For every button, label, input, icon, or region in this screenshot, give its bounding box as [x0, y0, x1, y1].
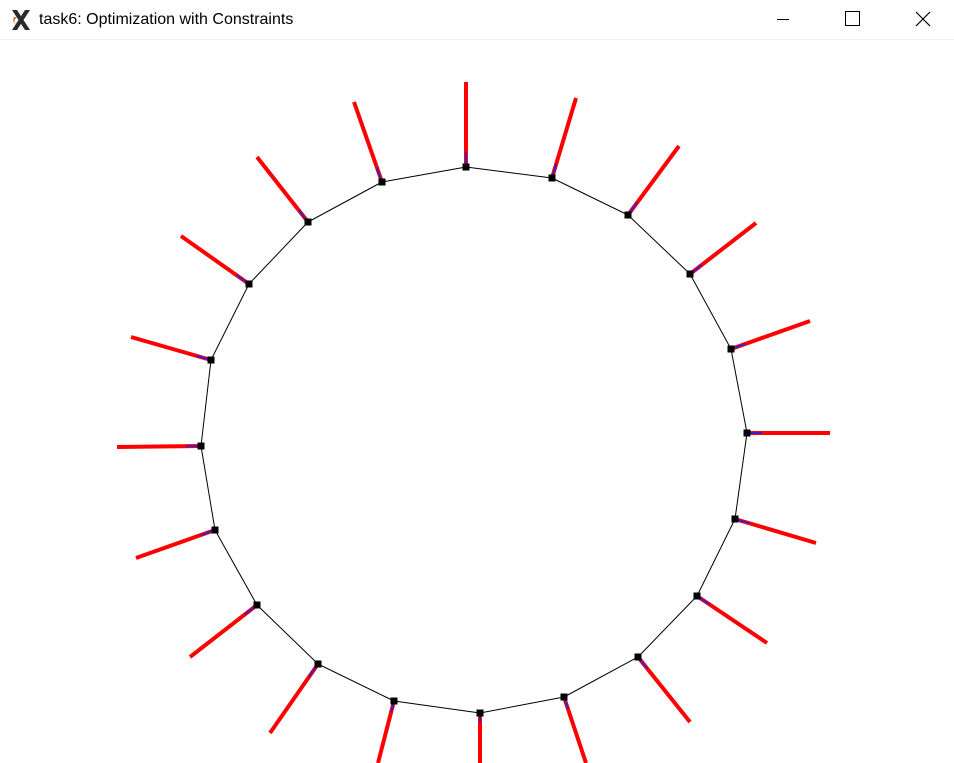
constraint-edge	[465, 166, 553, 179]
particle-node[interactable]	[624, 211, 632, 219]
constraint-edge	[210, 283, 250, 361]
x11-icon[interactable]	[9, 8, 33, 32]
constraint-edge	[317, 663, 395, 702]
constraint-drawing	[116, 82, 830, 763]
constraint-edge	[200, 359, 212, 447]
particle-node[interactable]	[197, 442, 205, 450]
particle-node[interactable]	[731, 515, 739, 523]
particle-node[interactable]	[245, 280, 253, 288]
maximize-button[interactable]	[829, 0, 875, 40]
close-button[interactable]	[900, 0, 946, 40]
particle-node[interactable]	[634, 653, 642, 661]
constraint-edge	[627, 214, 691, 275]
title-bar[interactable]: task6: Optimization with Constraints	[0, 0, 954, 40]
constraint-edge	[393, 700, 481, 714]
window-title: task6: Optimization with Constraints	[39, 11, 294, 28]
particle-node[interactable]	[390, 697, 398, 705]
particle-node[interactable]	[304, 218, 312, 226]
particle-node[interactable]	[211, 526, 219, 534]
particle-node[interactable]	[560, 693, 568, 701]
particle-node[interactable]	[727, 345, 735, 353]
constraint-edge	[730, 348, 748, 434]
constraint-edge	[307, 181, 383, 223]
particle-node[interactable]	[207, 356, 215, 364]
constraint-edge	[637, 595, 698, 658]
particle-node[interactable]	[462, 163, 470, 171]
maximize-icon	[845, 11, 860, 26]
minimize-button[interactable]	[760, 0, 806, 40]
constraint-edge	[381, 166, 467, 183]
particle-node[interactable]	[693, 592, 701, 600]
constraint-edge	[551, 177, 629, 216]
constraint-edge	[256, 604, 319, 665]
constraint-edge	[248, 221, 309, 285]
constraint-edge	[734, 432, 748, 520]
constraint-edge	[696, 518, 736, 597]
drawing-canvas[interactable]	[0, 41, 954, 763]
minimize-icon	[777, 19, 789, 20]
particle-node[interactable]	[548, 174, 556, 182]
constraint-edge	[689, 273, 732, 350]
constraint-edge	[479, 696, 565, 714]
constraint-edge	[563, 656, 639, 698]
constraint-edge	[214, 529, 258, 606]
particle-node[interactable]	[314, 660, 322, 668]
particle-node[interactable]	[743, 429, 751, 437]
particle-node[interactable]	[378, 178, 386, 186]
particle-node[interactable]	[253, 601, 261, 609]
constraint-edge	[200, 445, 216, 531]
particle-node[interactable]	[476, 709, 484, 717]
particle-node[interactable]	[686, 270, 694, 278]
close-icon	[915, 11, 931, 27]
